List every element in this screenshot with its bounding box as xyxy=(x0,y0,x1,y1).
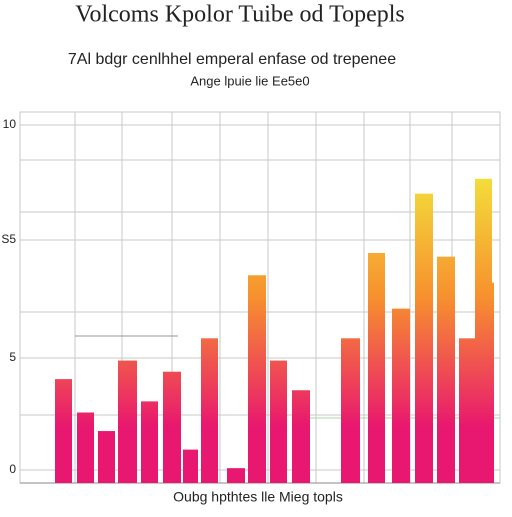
y-tick-label: 0 xyxy=(9,462,16,476)
y-tick-label: 5 xyxy=(9,350,16,364)
bar xyxy=(270,360,287,483)
y-tick-label: S5 xyxy=(1,232,16,246)
bar xyxy=(341,338,360,483)
bar xyxy=(118,360,137,483)
bar xyxy=(415,193,433,483)
bar xyxy=(459,338,477,483)
bar xyxy=(227,468,245,483)
subtitle: Ange lpuie lie Ee5e0 xyxy=(190,73,309,88)
bar xyxy=(201,338,218,483)
bar xyxy=(480,282,494,483)
bar xyxy=(437,256,455,483)
y-tick-label: 10 xyxy=(3,117,17,131)
bar xyxy=(55,379,72,483)
subtitle: 7Al bdgr cenlhhel emperal enfase od trep… xyxy=(68,51,396,68)
bar xyxy=(183,449,198,483)
bar xyxy=(392,308,410,483)
bar xyxy=(163,371,181,483)
bar xyxy=(248,275,266,483)
x-axis-label: Oubg hpthtes lle Mieg topls xyxy=(173,489,343,505)
bar xyxy=(292,390,310,483)
chart-title: Volcoms Kpolor Tuibe od Topepls xyxy=(75,2,404,28)
bar xyxy=(77,412,94,483)
bar xyxy=(141,401,158,483)
bar xyxy=(368,252,385,483)
bar xyxy=(98,431,115,483)
